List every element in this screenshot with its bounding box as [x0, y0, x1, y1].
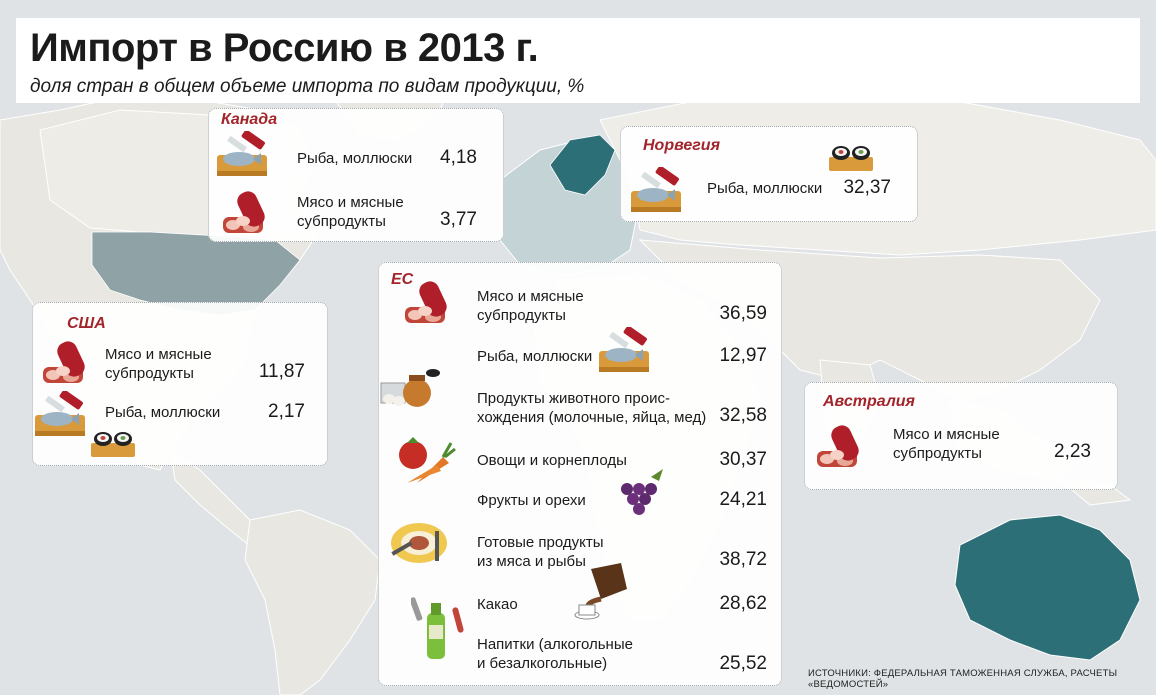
- product-label: Рыба, моллюски: [707, 180, 823, 197]
- sausage-steak-icon: [817, 422, 862, 467]
- share-value: 36,59: [719, 303, 767, 324]
- country-title-eu: ЕС: [391, 271, 414, 288]
- share-value: 32,58: [719, 405, 767, 426]
- country-title-canada: Канада: [221, 111, 278, 128]
- product-label: Мясо и мясные субпродукты: [105, 346, 212, 382]
- product-label: Какао: [477, 596, 518, 613]
- product-label: Фрукты и орехи: [477, 492, 586, 509]
- sausage-steak-icon: [223, 188, 268, 233]
- share-value: 30,37: [719, 449, 767, 470]
- share-value: 12,97: [719, 345, 767, 366]
- share-value: 2,23: [1054, 441, 1091, 462]
- scandinavia-highlight: [549, 134, 616, 196]
- share-value: 2,17: [268, 401, 305, 422]
- share-value: 28,62: [719, 593, 767, 614]
- share-value: 3,77: [440, 209, 477, 230]
- chart-title: Импорт в Россию в 2013 г.: [30, 26, 539, 70]
- sausage-steak-icon: [405, 278, 450, 323]
- sausage-steak-icon: [43, 338, 88, 383]
- country-title-norway: Норвегия: [643, 137, 720, 154]
- product-label: Мясо и мясные субпродукты: [477, 288, 584, 324]
- country-title-australia: Австралия: [823, 393, 915, 410]
- sushi-icon: [829, 146, 873, 171]
- product-label: Рыба, моллюски: [477, 348, 593, 365]
- south-america-land: [244, 509, 381, 695]
- product-label: Мясо и мясные субпродукты: [893, 426, 1000, 462]
- product-label: Напитки (алкогольные и безалкогольные): [477, 636, 633, 672]
- chart-subtitle: доля стран в общем объеме импорта по вид…: [30, 76, 585, 97]
- usa-panel: США Мясо и мясные субпродукты 11,87 Рыба,…: [32, 302, 328, 466]
- product-label: Мясо и мясные субпродукты: [297, 194, 404, 230]
- source-note: ИСТОЧНИКИ: ФЕДЕРАЛЬНАЯ ТАМОЖЕННАЯ СЛУЖБА…: [808, 668, 1118, 690]
- fish-board-icon: [35, 391, 85, 436]
- australia-panel: Австралия Мясо и мясные субпродукты 2,23: [804, 382, 1118, 490]
- canada-panel: Канада Рыба, моллюски 4,18 Мясо и мясные…: [208, 108, 504, 242]
- fish-board-icon: [599, 327, 649, 372]
- share-value: 4,18: [440, 147, 477, 168]
- grapes-icon: [621, 469, 663, 515]
- dairy-eggs-honey-icon: [380, 368, 441, 408]
- product-label: Продукты животного проис-хождения (молоч…: [477, 390, 707, 426]
- share-value: 25,52: [719, 653, 767, 674]
- australia-highlight: [954, 514, 1141, 661]
- bottle-icon: [411, 596, 465, 659]
- share-value: 38,72: [719, 549, 767, 570]
- share-value: 11,87: [258, 361, 305, 382]
- share-value: 32,37: [843, 177, 891, 198]
- fish-board-icon: [631, 167, 681, 212]
- eu-panel: ЕС Мясо и мясные субпродукты 36,59 Рыба, …: [378, 262, 782, 686]
- share-value: 24,21: [719, 489, 767, 510]
- cocoa-pot-icon: [571, 559, 633, 623]
- fish-board-icon: [217, 131, 267, 176]
- norway-panel: Норвегия Рыба, моллюски 32,37: [620, 126, 918, 222]
- country-title-usa: США: [67, 315, 106, 332]
- product-label: Готовые продукты из мяса и рыбы: [477, 534, 604, 570]
- plate-steak-icon: [391, 523, 447, 563]
- product-label: Рыба, моллюски: [105, 404, 221, 421]
- product-label: Овощи и корнеплоды: [477, 452, 627, 469]
- product-label: Рыба, моллюски: [297, 150, 413, 167]
- header: Импорт в Россию в 2013 г. доля стран в о…: [16, 18, 1140, 103]
- tomato-carrot-icon: [397, 435, 457, 485]
